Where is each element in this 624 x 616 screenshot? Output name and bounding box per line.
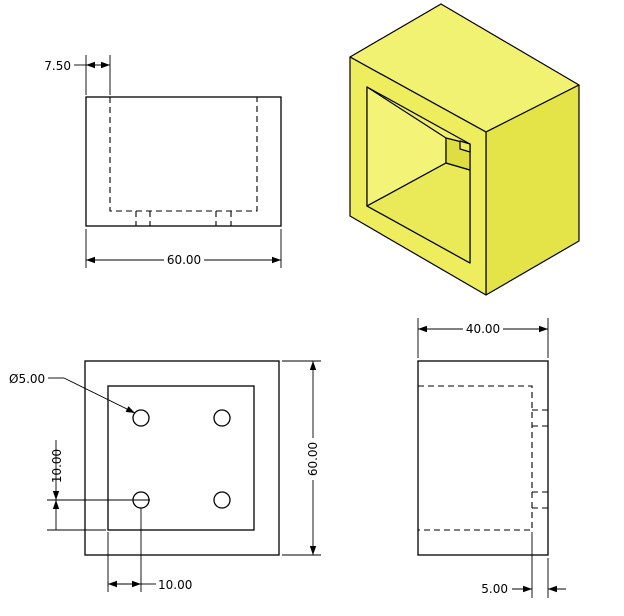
- top-view-inner-cavity: [107, 385, 255, 531]
- side-wall-label: 5.00: [481, 582, 508, 596]
- front-view-hidden-cavity: [109, 97, 258, 212]
- hole-spacing-x-dimension: 10.00: [107, 508, 192, 592]
- hole-spacing-y-label: 10.00: [50, 449, 64, 483]
- side-view-outline: [417, 360, 549, 556]
- side-depth-label: 40.00: [466, 322, 500, 336]
- front-view-outline: [85, 96, 282, 227]
- hole-diameter-callout: Ø5.00: [9, 372, 136, 414]
- front-view: 7.50 60.00: [44, 55, 282, 268]
- hole-spacing-y-dimension: 10.00: [47, 440, 150, 531]
- side-view: 40.00 5.00: [417, 318, 566, 598]
- hole-diameter-label: Ø5.00: [9, 372, 45, 386]
- top-height-label: 60.00: [306, 442, 320, 476]
- isometric-view: [349, 3, 580, 296]
- top-view-outline: [84, 360, 280, 556]
- side-wall-dimension: 5.00: [481, 532, 566, 598]
- iso-hole-patch: [459, 140, 471, 153]
- front-width-dimension: 60.00: [85, 229, 282, 268]
- side-view-hidden-cavity: [418, 385, 533, 531]
- hole-bottom-right: [213, 491, 231, 509]
- top-view: Ø5.00 60.00 10.00 10.00: [9, 360, 321, 592]
- hole-top-right: [213, 409, 231, 427]
- front-width-label: 60.00: [167, 253, 201, 267]
- front-offset-dimension: 7.50: [44, 55, 111, 95]
- hole-spacing-x-label: 10.00: [158, 578, 192, 592]
- front-offset-label: 7.50: [44, 59, 71, 73]
- hole-top-left: [132, 409, 150, 427]
- side-depth-dimension: 40.00: [417, 318, 549, 358]
- top-height-dimension: 60.00: [282, 360, 321, 556]
